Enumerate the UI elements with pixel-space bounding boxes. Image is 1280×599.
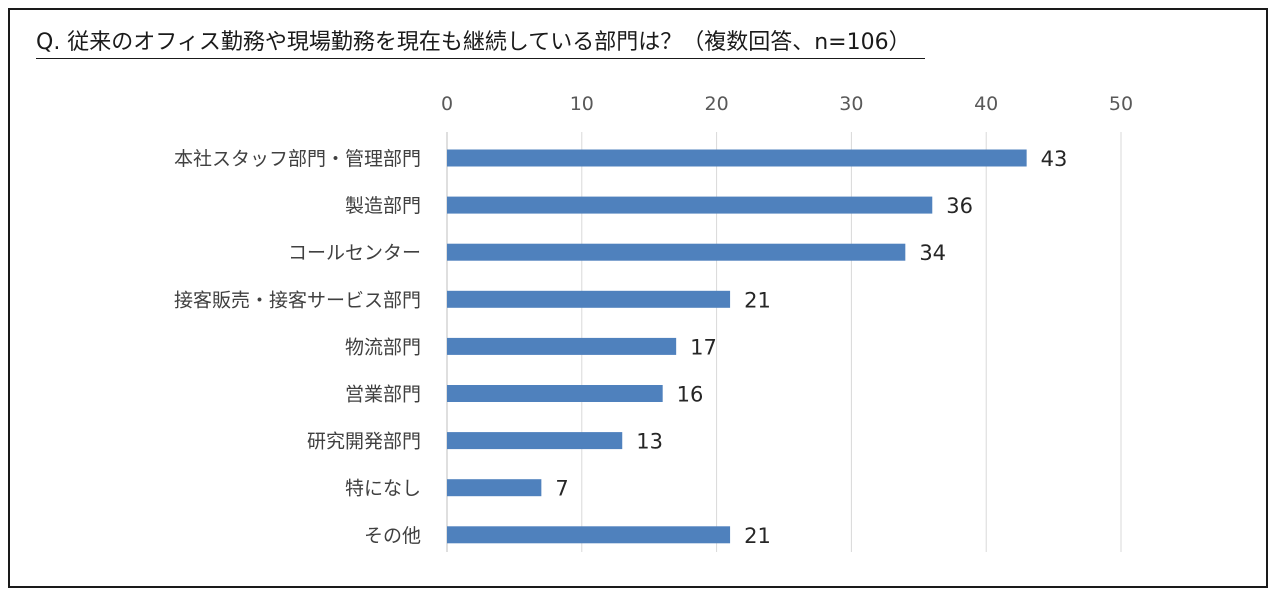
bar <box>447 243 906 261</box>
data-label: 13 <box>636 430 663 454</box>
bar <box>447 526 731 544</box>
data-label: 36 <box>946 194 973 218</box>
data-label: 21 <box>744 288 771 312</box>
x-tick-label: 40 <box>974 93 998 115</box>
bars <box>447 149 1027 544</box>
category-label: コールセンター <box>288 242 421 264</box>
x-tick-labels: 0 10 20 30 40 50 <box>441 93 1133 115</box>
data-label: 21 <box>744 524 771 548</box>
category-label: 研究開発部門 <box>307 431 421 453</box>
category-labels: 本社スタッフ部門・管理部門製造部門コールセンター接客販売・接客サービス部門物流部… <box>174 148 421 547</box>
bar <box>447 196 933 214</box>
bar <box>447 149 1027 167</box>
data-label: 7 <box>555 477 568 501</box>
category-label: その他 <box>364 525 421 547</box>
category-label: 接客販売・接客サービス部門 <box>174 289 421 311</box>
bar <box>447 385 663 402</box>
bar <box>447 432 623 450</box>
bar <box>447 337 677 355</box>
data-label: 17 <box>690 335 717 359</box>
bar <box>447 290 731 308</box>
data-label: 16 <box>677 383 704 407</box>
x-tick-label: 0 <box>441 93 453 115</box>
x-tick-label: 10 <box>570 93 594 115</box>
data-label: 43 <box>1041 147 1068 171</box>
x-tick-label: 20 <box>705 93 729 115</box>
data-label: 34 <box>919 241 946 265</box>
category-label: 物流部門 <box>345 336 421 358</box>
category-label: 営業部門 <box>345 384 421 406</box>
bar <box>447 479 542 497</box>
category-label: 特になし <box>345 478 421 500</box>
chart-title: Q. 従来のオフィス勤務や現場勤務を現在も継続している部門は？（複数回答、n=1… <box>36 28 925 59</box>
x-tick-label: 50 <box>1109 93 1133 115</box>
category-label: 本社スタッフ部門・管理部門 <box>174 148 421 170</box>
x-tick-label: 30 <box>839 93 863 115</box>
category-label: 製造部門 <box>345 195 421 217</box>
